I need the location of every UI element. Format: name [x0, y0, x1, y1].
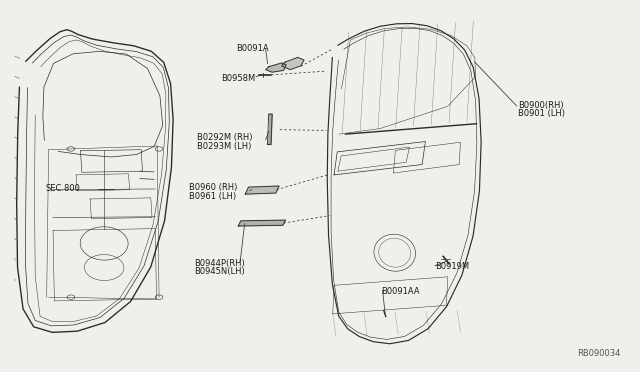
Text: RB090034: RB090034	[577, 349, 620, 358]
Text: B0091AA: B0091AA	[381, 287, 419, 296]
Text: B0293M (LH): B0293M (LH)	[197, 142, 252, 151]
Polygon shape	[282, 57, 304, 70]
Polygon shape	[245, 186, 279, 194]
Text: B0919M: B0919M	[435, 262, 469, 271]
Text: B0945N(LH): B0945N(LH)	[194, 267, 245, 276]
Polygon shape	[266, 63, 286, 72]
Text: SEC.800: SEC.800	[45, 185, 80, 193]
Text: B0958M: B0958M	[221, 74, 255, 83]
Text: B0961 (LH): B0961 (LH)	[189, 192, 236, 201]
Text: B0960 (RH): B0960 (RH)	[189, 183, 237, 192]
Text: B0091A: B0091A	[236, 44, 268, 53]
Text: B0901 (LH): B0901 (LH)	[518, 109, 565, 118]
Polygon shape	[268, 114, 272, 144]
Text: B0944P(RH): B0944P(RH)	[194, 259, 245, 268]
Polygon shape	[238, 220, 285, 226]
Text: B0900(RH): B0900(RH)	[518, 101, 564, 110]
Text: B0292M (RH): B0292M (RH)	[197, 133, 253, 142]
